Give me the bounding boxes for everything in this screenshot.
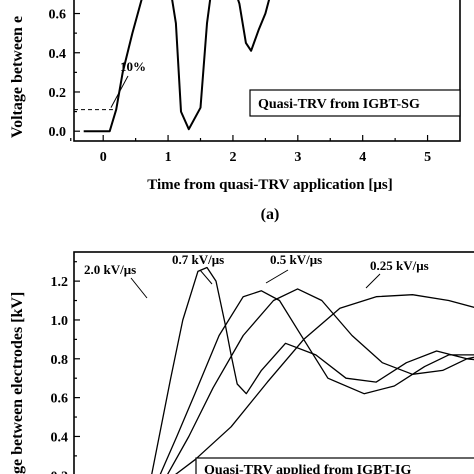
panel-b-series-label: 0.5 kV/μs — [270, 252, 322, 267]
panel-b-y-axis-label: ge between electrodes [kV] — [9, 292, 26, 474]
panel-b-y-tick-label: 0.4 — [51, 430, 69, 445]
panel-b-y-tick-label: 1.2 — [51, 275, 69, 290]
panel-a-x-tick-label: 2 — [229, 150, 236, 165]
panel-a-legend-text: Quasi-TRV from IGBT-SG — [258, 97, 420, 112]
panel-b-series-label: 0.7 kV/μs — [172, 252, 224, 267]
panel-a-x-tick-label: 4 — [359, 150, 366, 165]
panel-a-series-line — [83, 0, 271, 133]
panel-b-y-tick-label: 0.2 — [51, 469, 69, 474]
panel-b-tick-labels: 0.2 0.4 0.6 0.8 1.0 1.2 — [51, 275, 69, 474]
panel-a-x-axis-label: Time from quasi-TRV application [μs] — [147, 177, 393, 193]
panel-b-legend-text: Quasi-TRV applied from IGBT-IG — [204, 463, 411, 474]
panel-b-series-line — [159, 290, 474, 474]
panel-a-legend-box — [249, 89, 461, 117]
panel-b-series-label-pointer — [365, 273, 381, 289]
panel-b-series-label: 0.25 kV/μs — [370, 258, 429, 273]
panel-b-legend-box — [195, 457, 474, 474]
panel-a-tick-labels: 0 1 2 3 4 5 0.0 0.2 0.4 0.6 — [49, 8, 432, 165]
panel-a-y-tick-label: 0.0 — [49, 125, 67, 140]
panel-a-x-tick-label: 0 — [100, 150, 107, 165]
panel-b-series-labels: 2.0 kV/μs 0.7 kV/μs 0.5 kV/μs 0.25 kV/μs — [84, 252, 429, 299]
panel-b-series-label: 2.0 kV/μs — [84, 262, 136, 277]
panel-b-series-line — [167, 288, 474, 474]
panel-b-series-line — [175, 294, 474, 474]
panel-a-plot-frame — [73, 0, 461, 142]
panel-a-annotation-10pct: 10% — [120, 59, 146, 74]
panel-a-y-tick-label: 0.4 — [49, 47, 67, 62]
panel-a-ticks — [70, 12, 429, 141]
panel-b-plot-frame — [73, 251, 474, 474]
panel-b-series-lines — [151, 266, 474, 474]
panel-a-x-tick-label: 3 — [294, 150, 301, 165]
panel-b-y-tick-label: 0.8 — [51, 353, 69, 368]
panel-a-y-tick-label: 0.2 — [49, 86, 67, 101]
panel-a-y-axis-label: Voltage between e — [9, 16, 26, 138]
panel-b-ticks — [74, 261, 80, 457]
panel-b: 0.2 0.4 0.6 0.8 1.0 1.2 2.0 kV/μs 0.7 kV/μs 0.5… — [9, 251, 474, 474]
panel-b-series-line — [151, 266, 474, 474]
panel-b-series-label-pointer — [199, 269, 213, 285]
panel-a-x-tick-label: 5 — [424, 150, 431, 165]
panel-b-y-tick-label: 0.6 — [51, 392, 69, 407]
panel-a: 0 1 2 3 4 5 0.0 0.2 0.4 0.6 10% Quasi-TRV from IG… — [9, 0, 461, 223]
panel-a-y-tick-label: 0.6 — [49, 8, 67, 23]
panel-b-y-tick-label: 1.0 — [51, 314, 69, 329]
panel-a-label: (a) — [261, 206, 280, 223]
panel-a-x-tick-label: 1 — [165, 150, 172, 165]
panel-b-series-label-pointer — [130, 277, 148, 299]
panel-b-series-label-pointer — [265, 269, 289, 284]
